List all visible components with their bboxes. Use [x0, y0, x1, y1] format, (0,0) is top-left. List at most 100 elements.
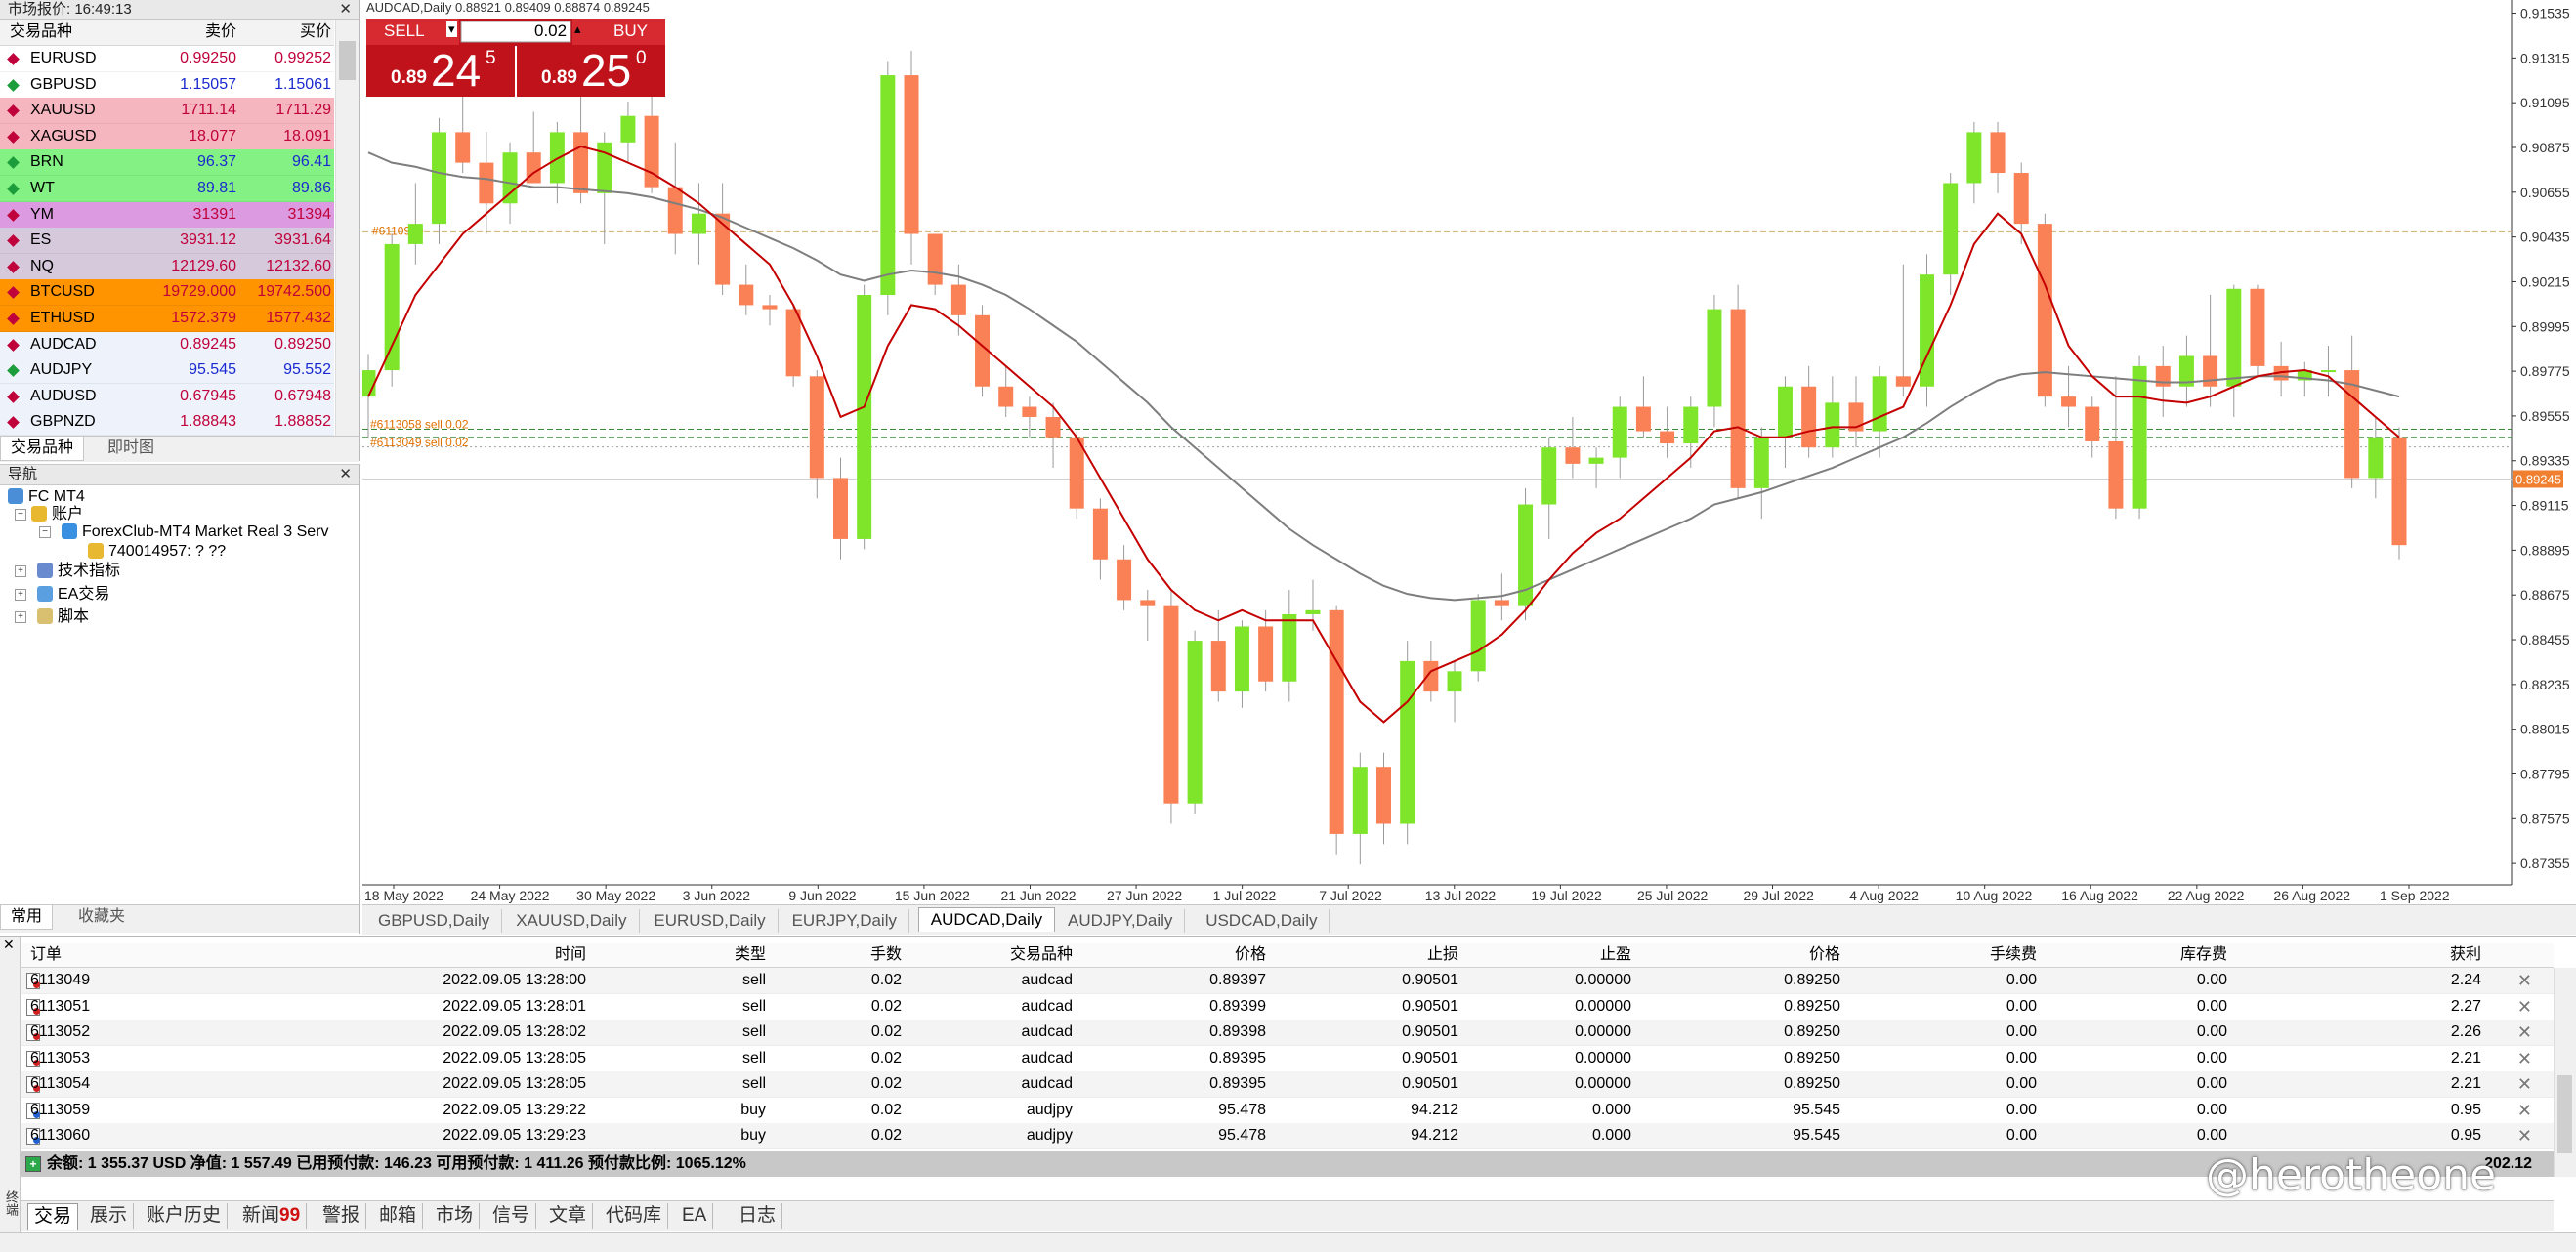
col-bid[interactable]: 卖价: [204, 23, 236, 40]
bearish-candle[interactable]: [1990, 132, 2006, 174]
quote-row[interactable]: ETHUSD 1572.379 1577.432: [0, 306, 334, 332]
bullish-candle[interactable]: [1777, 386, 1793, 438]
bullish-candle[interactable]: [1470, 600, 1486, 672]
bullish-candle[interactable]: [1541, 447, 1557, 505]
bearish-candle[interactable]: [1069, 437, 1084, 509]
chart-tab[interactable]: EURJPY,Daily: [781, 909, 909, 933]
bearish-candle[interactable]: [2344, 370, 2360, 479]
scroll-thumb[interactable]: [2557, 1075, 2572, 1153]
bullish-candle[interactable]: [1825, 402, 1840, 448]
quote-row[interactable]: AUDCAD 0.89245 0.89250: [0, 331, 334, 358]
bullish-candle[interactable]: [1612, 406, 1627, 458]
bearish-candle[interactable]: [2061, 396, 2077, 407]
bearish-candle[interactable]: [2203, 355, 2218, 387]
terminal-tab[interactable]: 交易: [27, 1203, 79, 1230]
bearish-candle[interactable]: [1848, 402, 1864, 432]
tree-accounts[interactable]: 账户: [31, 504, 83, 525]
bullish-candle[interactable]: [1400, 660, 1415, 824]
column-header[interactable]: 价格: [1234, 946, 1266, 963]
quote-row[interactable]: NQ 12129.60 12132.60: [0, 253, 334, 280]
bearish-candle[interactable]: [479, 162, 494, 204]
chart-tab[interactable]: USDCAD,Daily: [1194, 909, 1330, 933]
bearish-candle[interactable]: [1801, 386, 1817, 448]
order-row[interactable]: 6113051 2022.09.05 13:28:01 sell 0.02 audcad…: [21, 994, 2554, 1021]
bearish-candle[interactable]: [1163, 605, 1179, 804]
chart-tab[interactable]: AUDCAD,Daily: [917, 907, 1056, 932]
column-header[interactable]: 手续费: [1989, 946, 2037, 963]
chart-tab[interactable]: GBPUSD,Daily: [366, 909, 503, 933]
bearish-candle[interactable]: [1494, 600, 1509, 606]
bearish-candle[interactable]: [1210, 641, 1226, 692]
bullish-candle[interactable]: [1518, 504, 1534, 606]
order-row[interactable]: 6113049 2022.09.05 13:28:00 sell 0.02 audcad…: [21, 968, 2554, 994]
sell-price-prefix[interactable]: 0.89: [391, 67, 427, 88]
bullish-candle[interactable]: [857, 295, 872, 539]
bearish-candle[interactable]: [1565, 447, 1581, 464]
quote-row[interactable]: AUDJPY 95.545 95.552: [0, 357, 334, 385]
bearish-candle[interactable]: [2037, 224, 2052, 397]
bullish-candle[interactable]: [2178, 355, 2194, 387]
order-row[interactable]: 6113053 2022.09.05 13:28:05 sell 0.02 audcad…: [21, 1046, 2554, 1072]
bearish-candle[interactable]: [832, 478, 848, 539]
quote-row[interactable]: ES 3931.12 3931.64: [0, 228, 334, 255]
terminal-tab[interactable]: 市场: [430, 1203, 481, 1229]
bearish-candle[interactable]: [2155, 365, 2171, 387]
bullish-candle[interactable]: [1707, 309, 1722, 407]
bullish-candle[interactable]: [2368, 437, 2384, 479]
column-header[interactable]: 止盈: [1599, 946, 1631, 963]
quote-row[interactable]: XAGUSD 18.077 18.091: [0, 123, 334, 150]
market-watch-scrollbar[interactable]: [335, 20, 359, 436]
order-row[interactable]: 6113054 2022.09.05 13:28:05 sell 0.02 audcad…: [21, 1071, 2554, 1098]
bullish-candle[interactable]: [1872, 376, 1887, 432]
quote-row[interactable]: BRN 96.37 96.41: [0, 149, 334, 177]
bearish-candle[interactable]: [715, 213, 731, 285]
terminal-tab[interactable]: 账户历史: [141, 1203, 229, 1229]
expand-icon[interactable]: +: [15, 611, 26, 623]
close-order-icon[interactable]: ✕: [2516, 1126, 2532, 1146]
close-order-icon[interactable]: ✕: [2516, 1048, 2532, 1068]
bearish-candle[interactable]: [998, 386, 1014, 407]
column-header[interactable]: 止损: [1426, 946, 1458, 963]
expand-icon[interactable]: +: [15, 589, 26, 601]
bearish-candle[interactable]: [809, 376, 824, 479]
quote-row[interactable]: YM 31391 31394: [0, 201, 334, 229]
bearish-candle[interactable]: [1140, 600, 1156, 606]
bullish-candle[interactable]: [384, 243, 400, 371]
sell-price-big[interactable]: 24: [431, 45, 482, 96]
column-header[interactable]: 订单: [30, 946, 63, 963]
bearish-candle[interactable]: [2108, 440, 2124, 509]
quote-row[interactable]: WT 89.81 89.86: [0, 176, 334, 202]
collapse-icon[interactable]: −: [39, 526, 51, 538]
price-scale[interactable]: [2513, 0, 2576, 885]
close-order-icon[interactable]: ✕: [2516, 1074, 2532, 1094]
bullish-candle[interactable]: [2320, 370, 2336, 373]
tab-tick-chart[interactable]: 即时图: [107, 439, 155, 456]
terminal-tab[interactable]: 展示: [84, 1203, 135, 1229]
bearish-candle[interactable]: [1730, 309, 1746, 488]
bearish-candle[interactable]: [975, 314, 991, 387]
orders-scrollbar[interactable]: [2554, 968, 2576, 1177]
bearish-candle[interactable]: [1045, 416, 1061, 438]
tree-scripts[interactable]: 脚本: [37, 606, 89, 628]
quote-row[interactable]: AUDUSD 0.67945 0.67948: [0, 383, 334, 410]
bullish-candle[interactable]: [502, 152, 518, 204]
order-row[interactable]: 6113052 2022.09.05 13:28:02 sell 0.02 audcad…: [21, 1020, 2554, 1046]
bearish-candle[interactable]: [739, 284, 754, 306]
lot-input[interactable]: 0.02: [534, 21, 568, 40]
bearish-candle[interactable]: [2013, 173, 2029, 225]
column-header[interactable]: 获利: [2449, 946, 2481, 963]
bullish-candle[interactable]: [432, 132, 447, 225]
bearish-candle[interactable]: [573, 132, 589, 193]
column-header[interactable]: 交易品种: [1009, 946, 1073, 963]
chart-tab[interactable]: XAUUSD,Daily: [504, 909, 640, 933]
terminal-tab[interactable]: 新闻99: [236, 1203, 308, 1229]
chart-tab[interactable]: AUDJPY,Daily: [1056, 909, 1186, 933]
bullish-candle[interactable]: [2132, 365, 2147, 509]
bearish-candle[interactable]: [1895, 376, 1911, 387]
close-order-icon[interactable]: ✕: [2516, 1022, 2532, 1042]
close-order-icon[interactable]: ✕: [2516, 996, 2532, 1017]
bearish-candle[interactable]: [1635, 406, 1651, 432]
candlestick-chart[interactable]: 0.91535 0.91315 0.91095 0.90875 0.90655 0.904…: [362, 0, 2576, 904]
lot-down-icon[interactable]: ▾: [446, 21, 457, 37]
bearish-candle[interactable]: [785, 309, 801, 377]
